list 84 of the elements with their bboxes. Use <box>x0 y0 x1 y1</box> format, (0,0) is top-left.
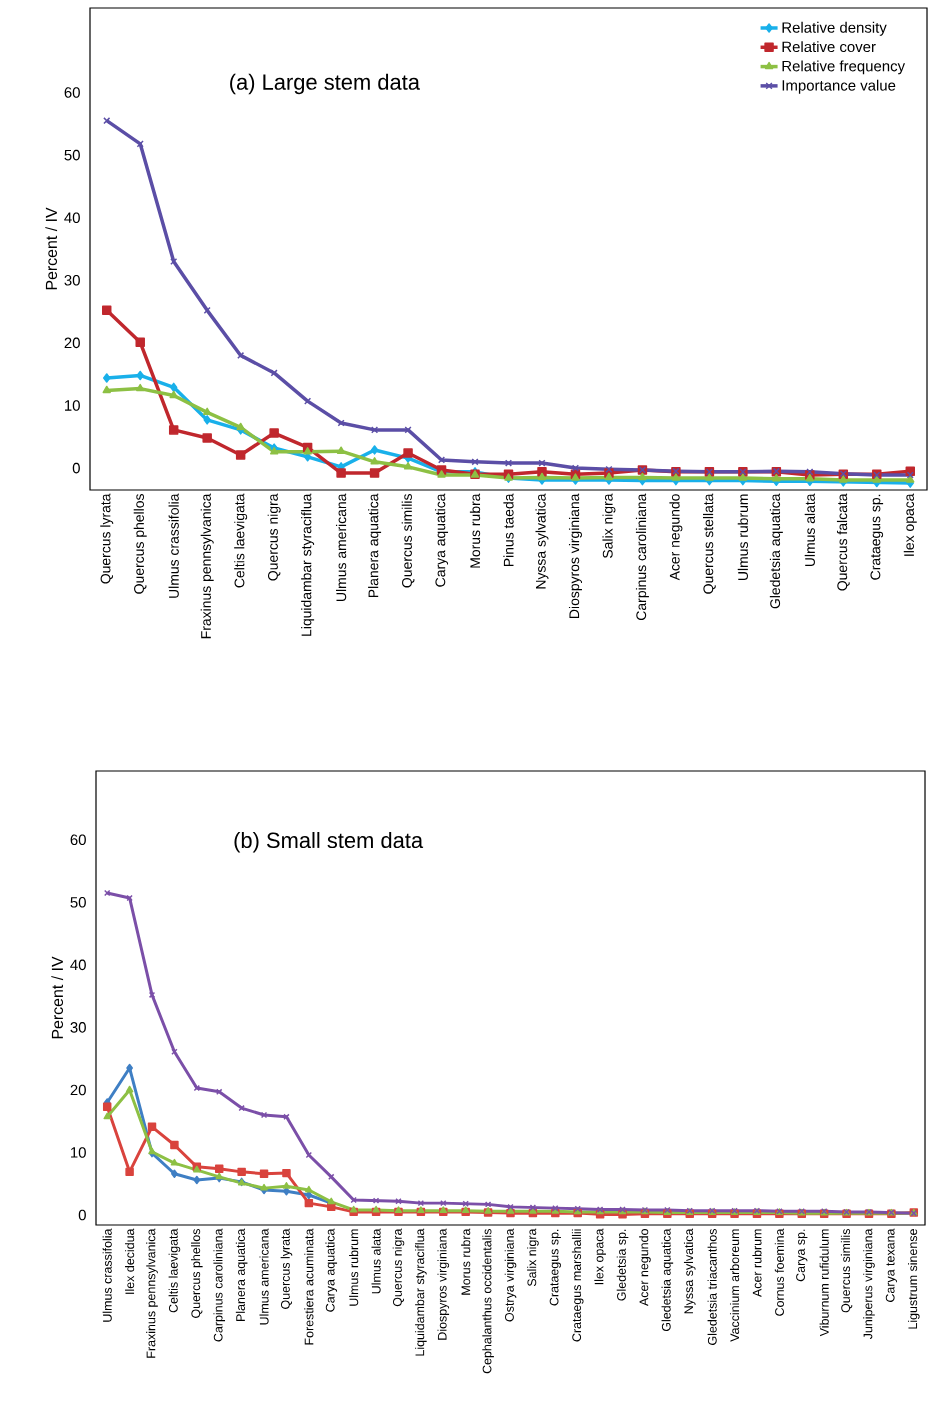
x-tick-label: Quercus similis <box>840 1229 853 1313</box>
x-tick-label: Salix nigra <box>527 1228 539 1287</box>
x-tick-label: Quercus nigra <box>392 1228 405 1307</box>
x-tick-label: Cornus foemina <box>774 1228 784 1316</box>
y-tick-label: 30 <box>64 275 80 286</box>
y-tick-label: 30 <box>70 1022 86 1033</box>
x-tick-label: Carya aquatica <box>325 1228 338 1312</box>
x-tick-label: Ulmus rubrum <box>737 494 748 581</box>
x-tick-label: Crataegus sp. <box>870 494 884 580</box>
x-tick-label: Liquidambar styraciflua <box>301 493 315 636</box>
y-axis-title: Percent / IV <box>45 207 58 290</box>
x-tick-label: Viburnum rufidulum <box>819 1229 829 1337</box>
x-tick-label: Vaccinium arboreum <box>729 1229 740 1342</box>
x-tick-label: Quercus phellos <box>191 1229 203 1318</box>
x-tick-label: Salix nigra <box>602 493 616 558</box>
x-tick-label: Nyssa sylvatica <box>683 1228 696 1314</box>
x-tick-label: Ilex decidua <box>125 1228 135 1294</box>
text: (a) Large stem data <box>230 73 420 95</box>
x-tick-label: Carya sp. <box>796 1229 808 1282</box>
y-tick-label: 20 <box>64 337 80 349</box>
x-tick-label: Quercus lyrata <box>100 493 114 584</box>
x-tick-label: Planera aquatica <box>235 1228 248 1321</box>
y-tick-label: 50 <box>70 897 86 908</box>
y-tick-label: 20 <box>70 1084 86 1096</box>
x-tick-label: Morus rubra <box>461 1228 471 1295</box>
x-tick-label: Ulmus crassifolia <box>168 493 179 598</box>
x-tick-label: Ligustrum sinense <box>907 1229 920 1329</box>
x-tick-label: Nyssa sylvatica <box>535 493 549 589</box>
y-tick-label: 0 <box>72 462 80 474</box>
x-tick-label: Acer negundo <box>639 1229 651 1307</box>
x-tick-label: Carpinus caroliniana <box>213 1228 226 1342</box>
x-tick-label: Diospyros virginiana <box>437 1228 450 1340</box>
x-tick-label: Gledetsia aquatica <box>661 1228 674 1332</box>
y-axis-title: Percent / IV <box>51 956 64 1039</box>
x-tick-label: Gledetsia sp. <box>616 1229 629 1301</box>
x-tick-label: Quercus lyrata <box>280 1228 293 1309</box>
x-tick-label: Fraxinus pennsylvanica <box>200 493 214 639</box>
x-tick-label: Quercus stellata <box>703 493 716 594</box>
x-tick-label: Gledetsia triacanthos <box>707 1229 717 1345</box>
y-tick-label: 10 <box>71 1147 86 1158</box>
x-tick-label: Ulmus americana <box>335 493 347 601</box>
text: (b) Small stem data <box>234 832 424 853</box>
x-tick-label: Pinus taeda <box>503 493 514 567</box>
x-tick-label: Juniperus virginiana <box>863 1228 875 1340</box>
x-tick-label: Morus rubra <box>469 493 481 568</box>
x-tick-label: Carpinus caroliniana <box>635 493 649 620</box>
x-tick-label: Quercus similis <box>401 494 415 588</box>
x-tick-label: Ulmus crassifolia <box>102 1228 112 1322</box>
x-tick-label: Celtis laevigata <box>168 1228 181 1313</box>
x-tick-label: Acer rubrum <box>752 1229 762 1298</box>
legend-label: Relative cover <box>782 41 876 53</box>
x-tick-label: Ulmus americana <box>259 1228 269 1325</box>
y-tick-label: 0 <box>78 1209 86 1221</box>
x-tick-label: Fraxinus pennsylvanica <box>146 1228 158 1358</box>
x-tick-label: Carya texana <box>885 1228 898 1302</box>
legend-label: Relative frequency <box>782 60 906 75</box>
x-tick-label: Planera aquatica <box>368 493 382 598</box>
x-tick-label: Liquidambar styraciflua <box>415 1228 427 1356</box>
y-tick-label: 40 <box>70 959 86 971</box>
x-tick-label: Quercus falcata <box>836 493 850 591</box>
x-tick-label: Diospyros virginiana <box>568 493 582 618</box>
x-tick-label: Ilex opaca <box>594 1228 606 1285</box>
x-tick-label: Forestiera acuminata <box>304 1228 314 1345</box>
y-tick-label: 60 <box>70 834 86 846</box>
legend-label: Relative density <box>782 21 887 36</box>
x-tick-label: Crataegus marshallii <box>571 1229 584 1342</box>
y-tick-label: 60 <box>64 87 80 98</box>
y-tick-label: 50 <box>64 149 80 161</box>
x-tick-label: Ulmus rubrum <box>349 1229 359 1306</box>
y-tick-label: 10 <box>65 400 80 411</box>
x-tick-label: Cephalanthus occidentalis <box>482 1229 494 1374</box>
x-tick-label: Crataegus sp. <box>549 1229 561 1306</box>
x-tick-label: Ostrya virginiana <box>504 1228 517 1322</box>
x-tick-label: Quercus phellos <box>133 494 147 594</box>
x-tick-label: Carya aquatica <box>435 493 449 587</box>
x-tick-label: Ulmus alata <box>804 493 815 567</box>
x-tick-label: Quercus nigra <box>267 493 281 581</box>
y-tick-label: 40 <box>64 212 80 223</box>
x-tick-label: Acer negundo <box>669 494 683 581</box>
x-tick-label: Celtis laevigata <box>234 493 248 588</box>
x-tick-label: Ilex opaca <box>903 493 917 556</box>
x-tick-label: Ulmus alata <box>371 1228 381 1294</box>
x-tick-label: Gledetsia aquatica <box>769 493 783 609</box>
legend-label: Importance value <box>782 79 896 94</box>
